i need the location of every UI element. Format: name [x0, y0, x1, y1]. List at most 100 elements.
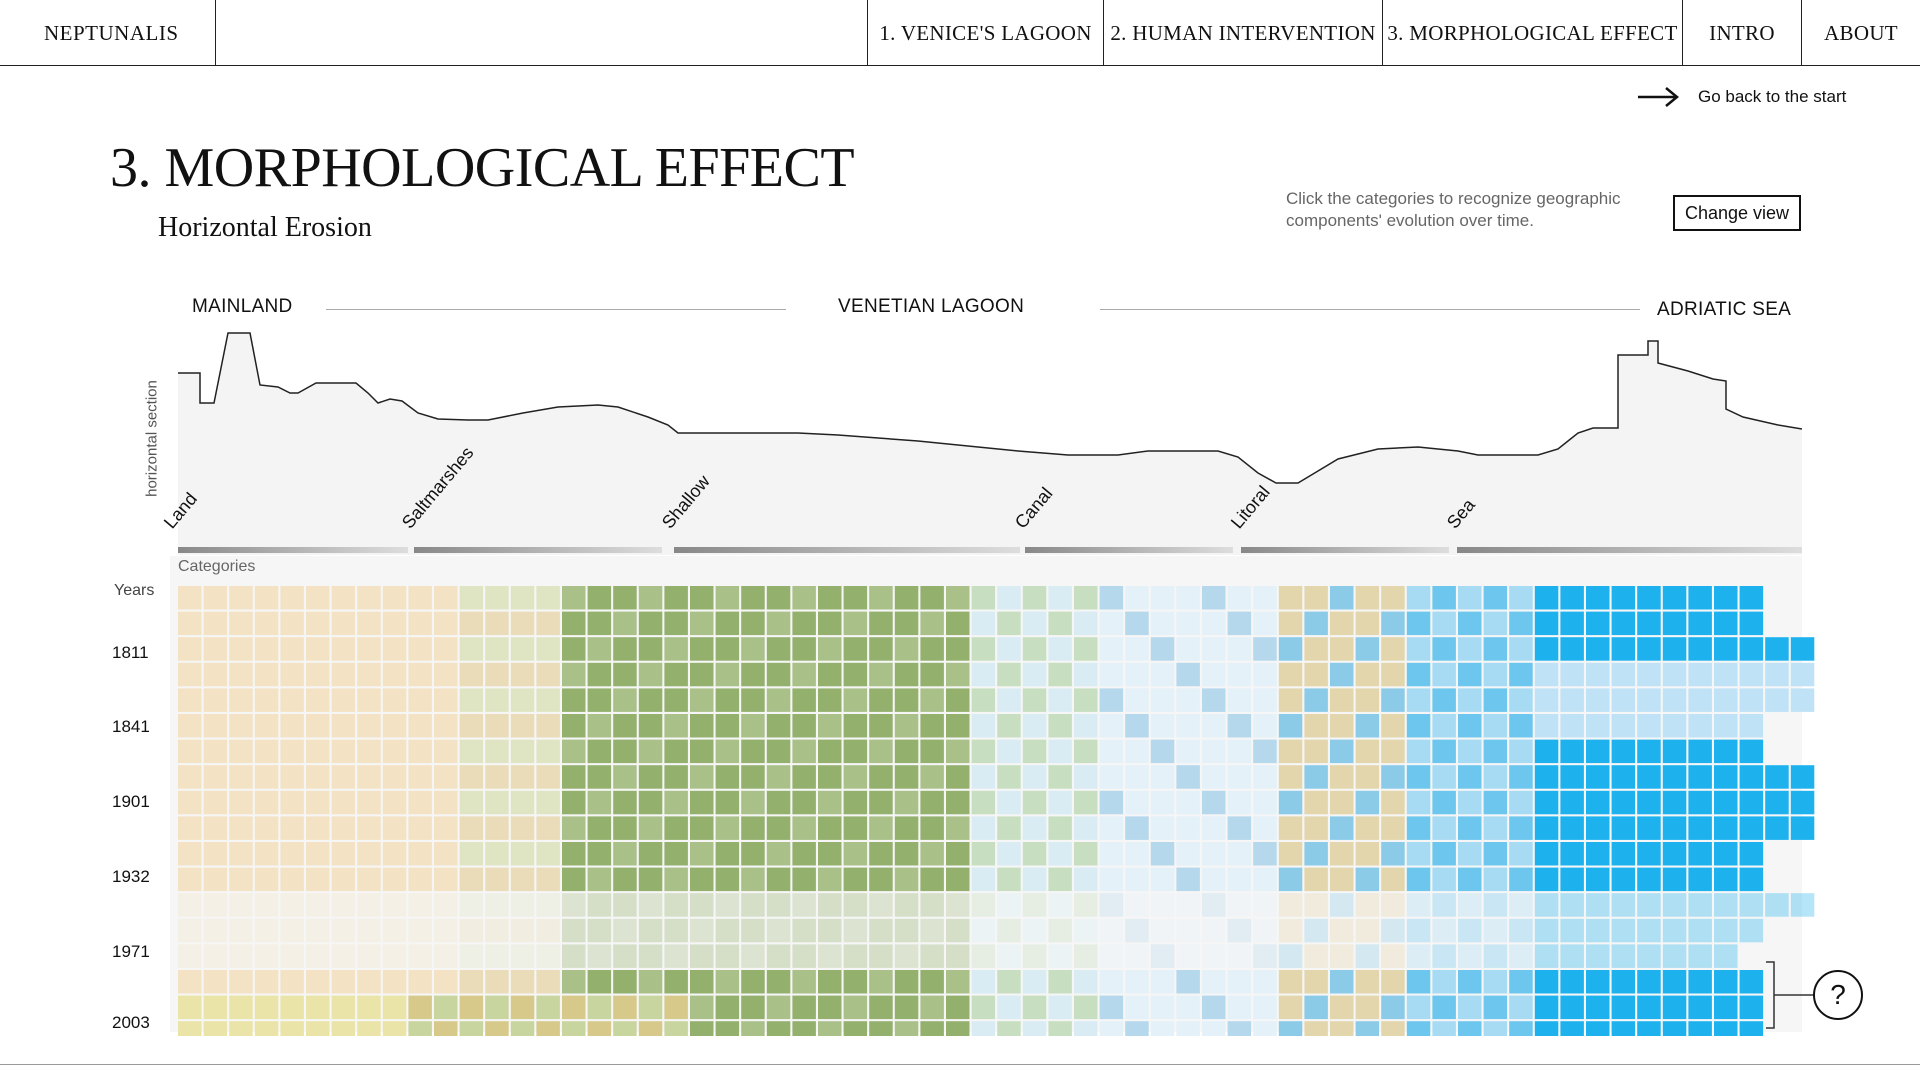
- map-tile[interactable]: [1534, 867, 1559, 892]
- map-tile[interactable]: [434, 688, 458, 712]
- map-tile[interactable]: [1330, 586, 1354, 610]
- map-tile[interactable]: [1432, 918, 1456, 943]
- map-tile[interactable]: [1074, 867, 1098, 892]
- map-tile[interactable]: [1483, 611, 1508, 636]
- map-tile[interactable]: [178, 714, 202, 738]
- map-tile[interactable]: [1611, 867, 1636, 892]
- map-tile[interactable]: [510, 739, 535, 764]
- map-tile[interactable]: [1534, 739, 1559, 764]
- map-tile[interactable]: [920, 765, 944, 789]
- map-tile[interactable]: [1304, 867, 1328, 892]
- map-tile[interactable]: [1048, 1021, 1072, 1036]
- map-tile[interactable]: [792, 867, 816, 892]
- map-tile[interactable]: [741, 611, 765, 636]
- map-tile[interactable]: [1483, 739, 1508, 764]
- map-tile[interactable]: [715, 944, 740, 968]
- map-tile[interactable]: [1176, 637, 1200, 661]
- map-tile[interactable]: [382, 842, 407, 866]
- map-tile[interactable]: [1022, 1021, 1047, 1036]
- map-tile[interactable]: [1253, 816, 1277, 840]
- map-tile[interactable]: [613, 1021, 637, 1036]
- map-tile[interactable]: [1048, 842, 1072, 866]
- map-tile[interactable]: [1586, 816, 1610, 840]
- map-tile[interactable]: [715, 842, 740, 866]
- map-tile[interactable]: [1534, 970, 1559, 994]
- map-tile[interactable]: [1099, 867, 1124, 892]
- map-tile[interactable]: [741, 739, 765, 764]
- map-tile[interactable]: [1022, 611, 1047, 636]
- map-tile[interactable]: [1483, 790, 1508, 815]
- map-tile[interactable]: [613, 816, 637, 840]
- map-tile[interactable]: [1509, 867, 1533, 892]
- category-bar-saltmarshes[interactable]: [414, 547, 662, 553]
- map-tile[interactable]: [1509, 790, 1533, 815]
- map-tile[interactable]: [1355, 688, 1380, 712]
- map-tile[interactable]: [485, 867, 509, 892]
- map-tile[interactable]: [1739, 842, 1764, 866]
- map-tile[interactable]: [459, 739, 484, 764]
- map-tile[interactable]: [715, 816, 740, 840]
- map-tile[interactable]: [357, 842, 381, 866]
- map-tile[interactable]: [1483, 970, 1508, 994]
- map-tile[interactable]: [1611, 893, 1636, 917]
- map-tile[interactable]: [1534, 688, 1559, 712]
- map-tile[interactable]: [1688, 944, 1712, 968]
- map-tile[interactable]: [1432, 867, 1456, 892]
- map-tile[interactable]: [894, 739, 919, 764]
- map-tile[interactable]: [485, 765, 509, 789]
- map-tile[interactable]: [1330, 662, 1354, 687]
- map-tile[interactable]: [1202, 662, 1226, 687]
- map-tile[interactable]: [510, 995, 535, 1020]
- map-tile[interactable]: [818, 637, 842, 661]
- map-tile[interactable]: [331, 842, 356, 866]
- map-tile[interactable]: [510, 842, 535, 866]
- map-tile[interactable]: [510, 765, 535, 789]
- map-tile[interactable]: [1662, 688, 1687, 712]
- map-tile[interactable]: [280, 586, 304, 610]
- map-tile[interactable]: [459, 1021, 484, 1036]
- map-tile[interactable]: [587, 688, 612, 712]
- map-tile[interactable]: [459, 816, 484, 840]
- map-tile[interactable]: [306, 765, 330, 789]
- map-tile[interactable]: [664, 714, 688, 738]
- map-tile[interactable]: [946, 586, 970, 610]
- map-tile[interactable]: [1330, 918, 1354, 943]
- map-tile[interactable]: [997, 637, 1021, 661]
- map-tile[interactable]: [1688, 637, 1712, 661]
- map-tile[interactable]: [1227, 765, 1252, 789]
- map-tile[interactable]: [946, 790, 970, 815]
- map-tile[interactable]: [792, 944, 816, 968]
- map-tile[interactable]: [843, 688, 868, 712]
- map-tile[interactable]: [1074, 714, 1098, 738]
- map-tile[interactable]: [1662, 842, 1687, 866]
- map-tile[interactable]: [715, 893, 740, 917]
- map-tile[interactable]: [1637, 893, 1661, 917]
- map-tile[interactable]: [382, 739, 407, 764]
- map-tile[interactable]: [408, 790, 432, 815]
- map-tile[interactable]: [613, 944, 637, 968]
- map-tile[interactable]: [792, 688, 816, 712]
- map-tile[interactable]: [1560, 765, 1584, 789]
- map-tile[interactable]: [1253, 765, 1277, 789]
- map-tile[interactable]: [1637, 995, 1661, 1020]
- map-tile[interactable]: [1714, 611, 1738, 636]
- map-tile[interactable]: [254, 765, 279, 789]
- map-tile[interactable]: [869, 765, 893, 789]
- map-tile[interactable]: [766, 586, 791, 610]
- map-tile[interactable]: [1662, 739, 1687, 764]
- map-tile[interactable]: [1048, 662, 1072, 687]
- map-tile[interactable]: [1304, 816, 1328, 840]
- map-tile[interactable]: [1534, 611, 1559, 636]
- map-tile[interactable]: [408, 714, 432, 738]
- map-tile[interactable]: [741, 586, 765, 610]
- map-tile[interactable]: [485, 790, 509, 815]
- map-tile[interactable]: [1278, 944, 1303, 968]
- map-tile[interactable]: [562, 611, 586, 636]
- map-tile[interactable]: [587, 765, 612, 789]
- map-tile[interactable]: [587, 611, 612, 636]
- map-tile[interactable]: [792, 893, 816, 917]
- map-tile[interactable]: [690, 995, 714, 1020]
- map-tile[interactable]: [997, 586, 1021, 610]
- map-tile[interactable]: [1790, 893, 1815, 917]
- map-tile[interactable]: [1278, 842, 1303, 866]
